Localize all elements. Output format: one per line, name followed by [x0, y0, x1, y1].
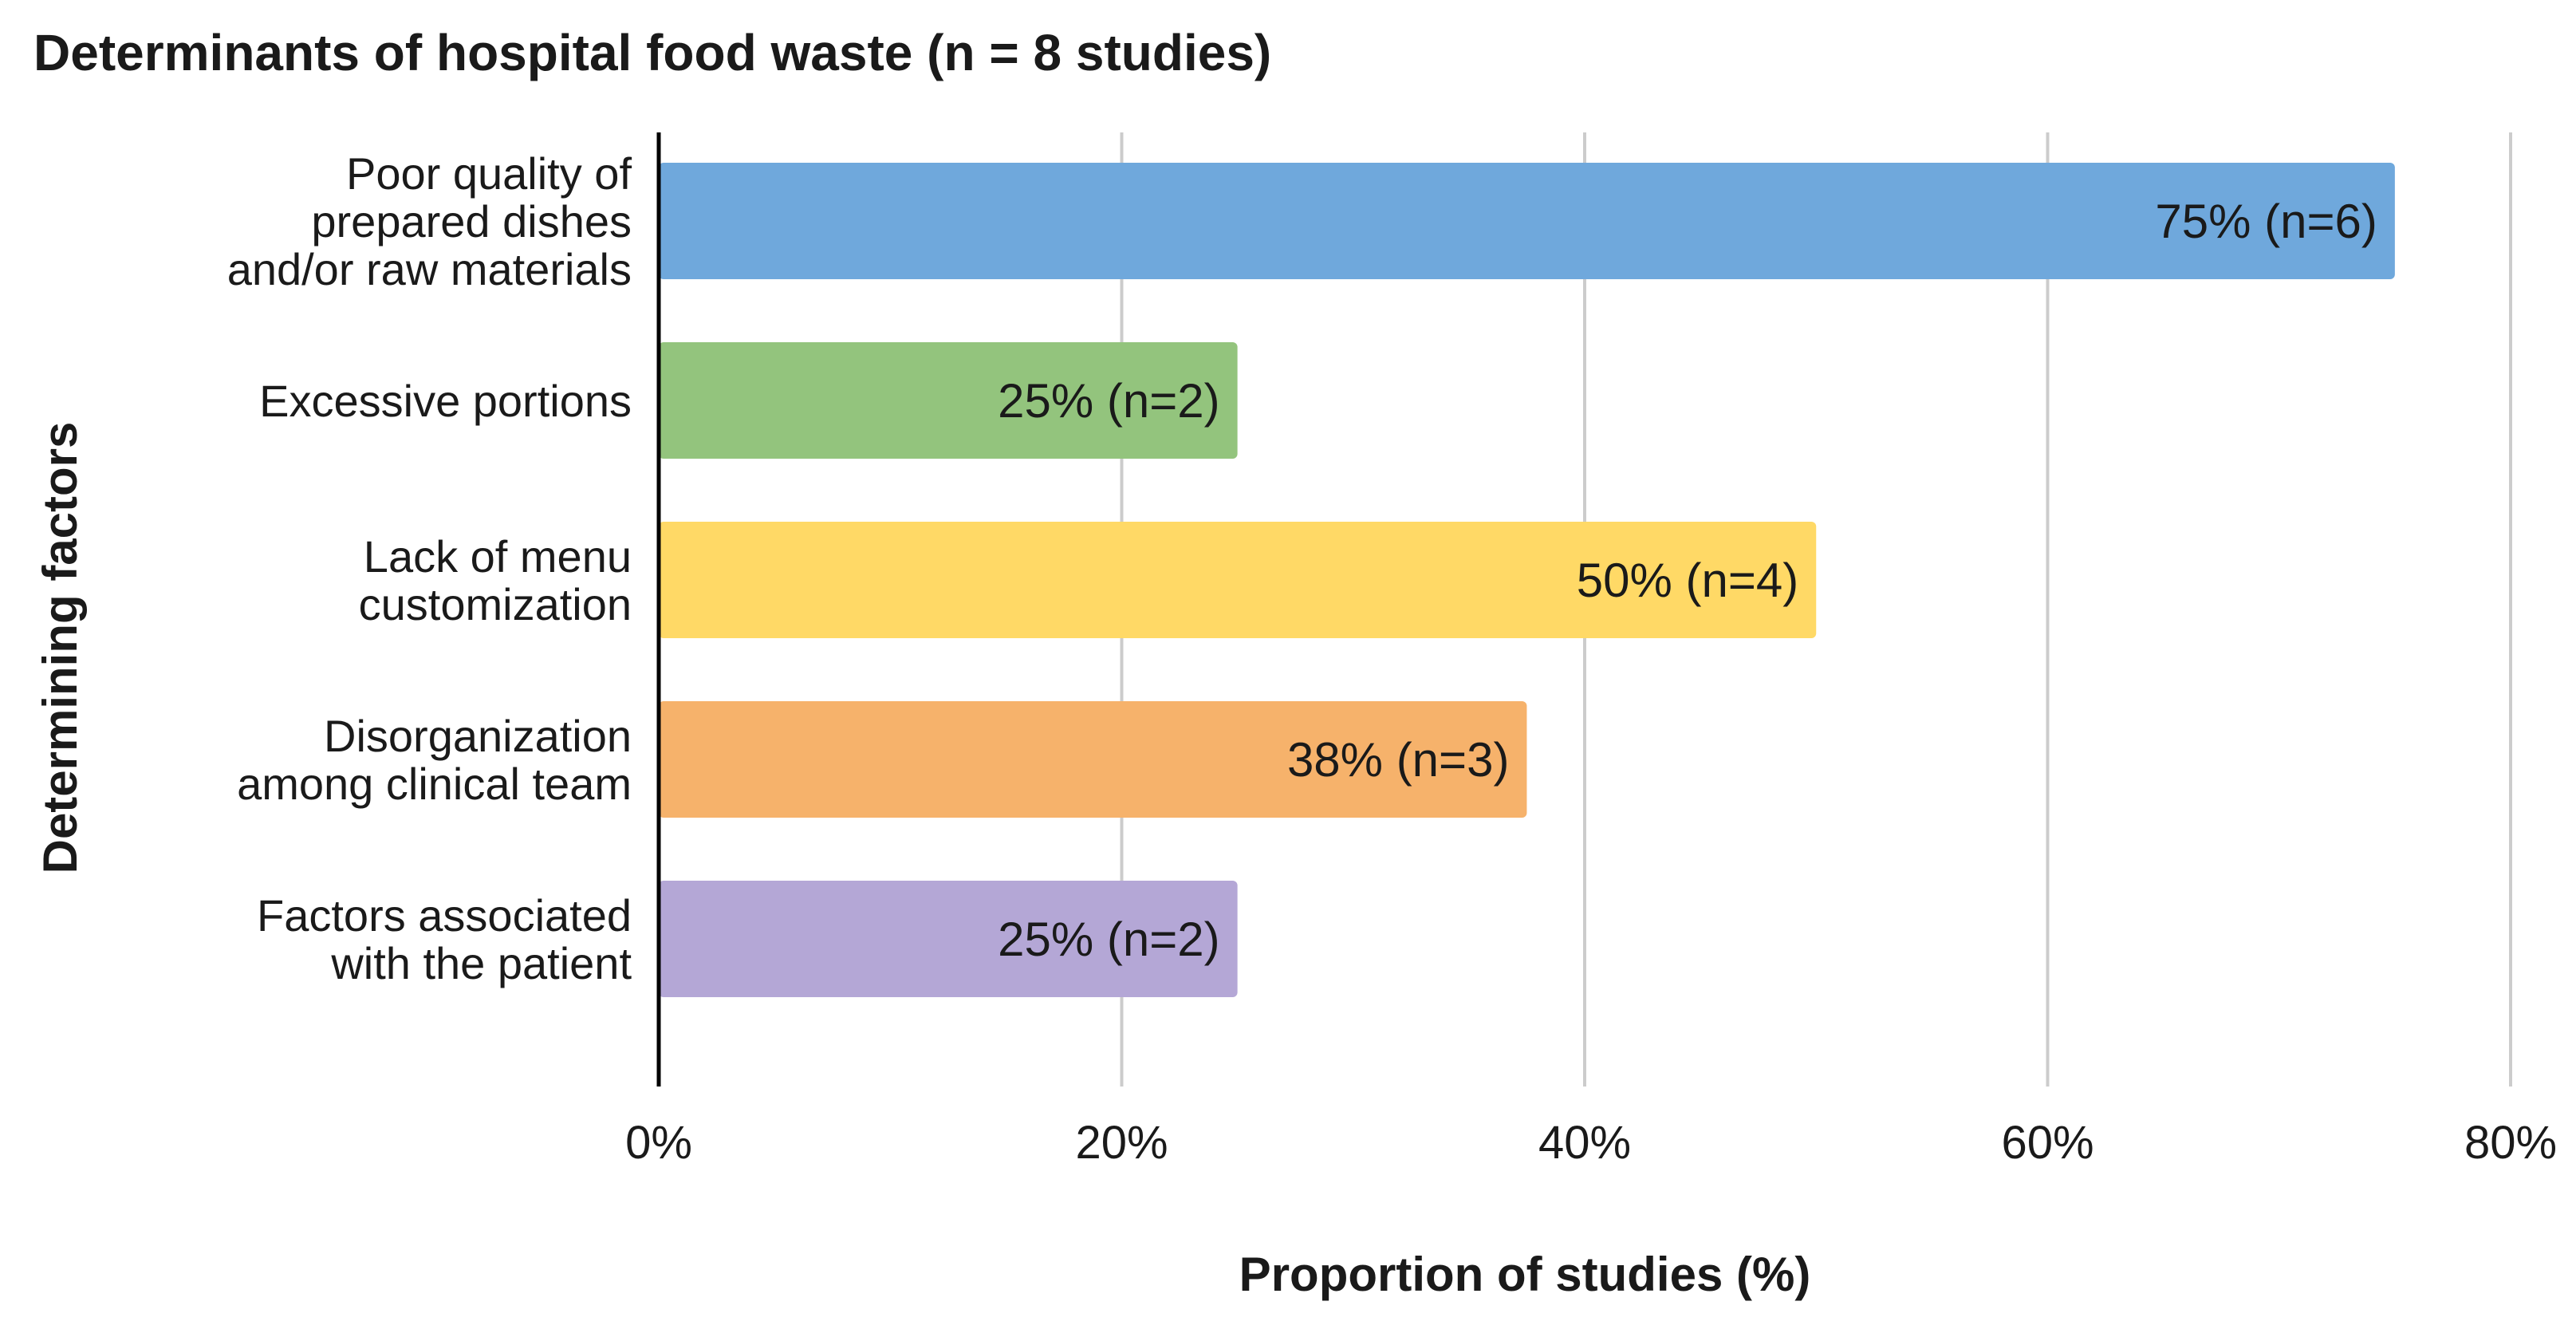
category-label: Poor quality of prepared dishes and/or raw…: [227, 148, 632, 294]
y-axis-title: Determining factors: [33, 422, 87, 874]
bar: [659, 163, 2395, 279]
category-label: Lack of menu customization: [359, 531, 632, 629]
category-label: Excessive portions: [259, 376, 632, 426]
data-label: 75% (n=6): [2155, 195, 2377, 248]
x-tick-label: 20%: [1075, 1117, 1168, 1169]
x-tick-label: 80%: [2464, 1117, 2557, 1169]
x-axis-title: Proportion of studies (%): [1239, 1248, 1811, 1301]
x-tick-label: 0%: [625, 1117, 692, 1169]
bar: [659, 701, 1527, 818]
data-label: 50% (n=4): [1577, 554, 1799, 607]
chart-title: Determinants of hospital food waste (n =…: [33, 24, 1271, 81]
data-label: 25% (n=2): [998, 913, 1220, 966]
category-labels: Poor quality of prepared dishes and/or raw…: [227, 148, 632, 988]
category-label: Disorganization among clinical team: [237, 711, 632, 809]
x-tick-label: 40%: [1538, 1117, 1631, 1169]
data-label: 25% (n=2): [998, 374, 1220, 428]
bar: [659, 522, 1817, 638]
x-tick-label: 60%: [2001, 1117, 2093, 1169]
category-label: Factors associated with the patient: [257, 890, 632, 988]
x-tick-labels: 0% 20% 40% 60% 80%: [625, 1117, 2557, 1169]
data-label: 38% (n=3): [1287, 733, 1510, 787]
bars: 75% (n=6) 25% (n=2) 50% (n=4) 38% (n=3) 25% …: [659, 163, 2395, 997]
bar: [659, 342, 1238, 459]
bar: [659, 881, 1238, 997]
